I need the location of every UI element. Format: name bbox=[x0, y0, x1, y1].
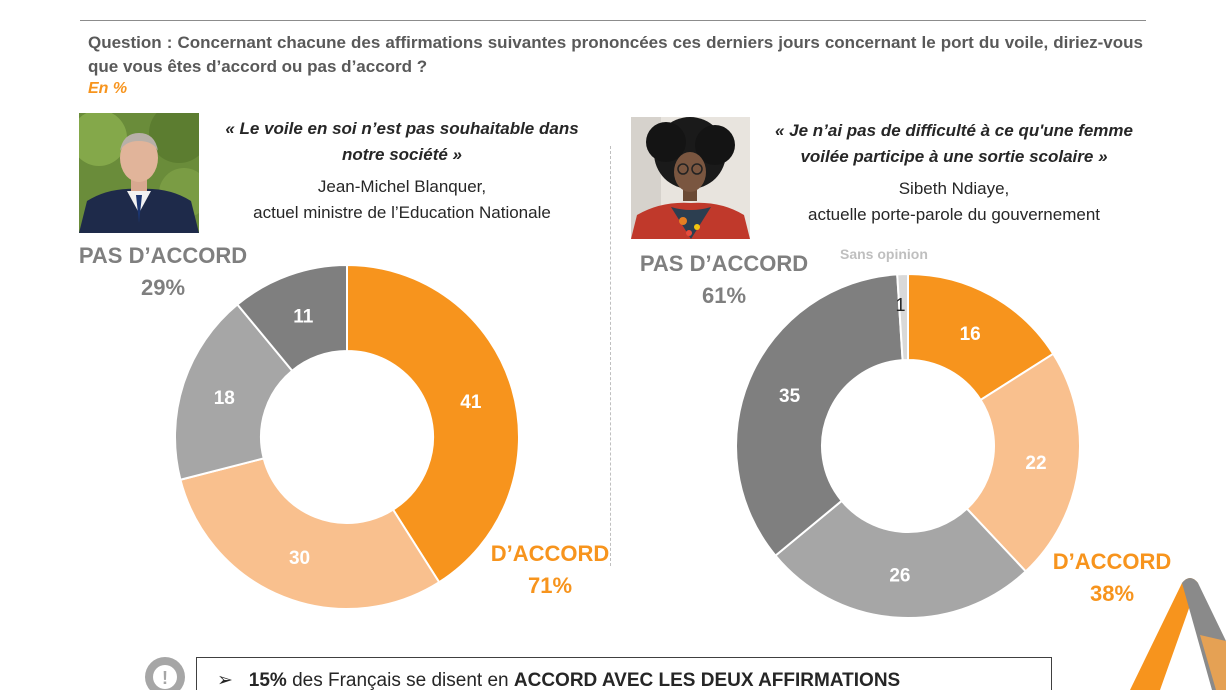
notice-bold: ACCORD AVEC LES DEUX AFFIRMATIONS bbox=[513, 670, 901, 690]
right-donut-slice-2 bbox=[774, 499, 1028, 619]
notice-box: ➢ 15% des Français se disent en ACCORD A… bbox=[196, 657, 1052, 690]
notice-pct: 15% bbox=[248, 670, 287, 690]
right-donut-slice-4 bbox=[896, 272, 909, 362]
left-donut-slice-0 bbox=[346, 263, 520, 584]
left-agree-pct: 71% bbox=[527, 573, 573, 598]
left-agree-text: D’ACCORD bbox=[490, 541, 610, 566]
left-donut-label-2: 18 bbox=[214, 388, 235, 409]
no-opinion-label: Sans opinion bbox=[840, 246, 928, 262]
left-donut-slice-2 bbox=[174, 303, 294, 481]
right-agree-pct: 38% bbox=[1089, 581, 1135, 606]
left-donut-label-0: 41 bbox=[460, 392, 482, 413]
author-right-role: actuelle porte-parole du gouvernement bbox=[807, 205, 1101, 224]
left-agree-label: D’ACCORD 71% bbox=[480, 538, 620, 602]
quote-right-line1: « Je n’ai pas de difficulté à ce qu'une … bbox=[774, 121, 1133, 140]
right-agree-text: D’ACCORD bbox=[1052, 549, 1172, 574]
right-disagree-pct: 61% bbox=[701, 283, 747, 308]
author-right-name: Sibeth Ndiaye, bbox=[898, 179, 1010, 198]
right-donut-slice-1 bbox=[965, 352, 1081, 573]
author-left-role: actuel ministre de l’Education Nationale bbox=[253, 203, 551, 222]
question-text: Question : Concernant chacune des affirm… bbox=[88, 33, 1143, 76]
left-disagree-label: PAS D’ACCORD 29% bbox=[70, 240, 256, 304]
right-donut-label-0: 16 bbox=[960, 324, 981, 345]
right-donut-label-1: 22 bbox=[1025, 453, 1046, 474]
left-disagree-text: PAS D’ACCORD bbox=[78, 243, 248, 268]
left-donut-slice-3 bbox=[235, 263, 348, 373]
notice-text: ➢ 15% des Français se disent en ACCORD A… bbox=[217, 670, 901, 690]
left-donut-label-1: 30 bbox=[289, 548, 310, 569]
author-left-name: Jean-Michel Blanquer, bbox=[317, 177, 487, 196]
portrait-photo-left bbox=[79, 113, 199, 233]
left-donut-slice-1 bbox=[179, 457, 441, 610]
right-donut-label-4: 1 bbox=[896, 295, 906, 315]
right-donut-label-3: 35 bbox=[779, 386, 801, 407]
quote-right-line2: voilée participe à une sortie scolaire » bbox=[800, 147, 1108, 166]
top-rule bbox=[80, 20, 1146, 21]
left-donut-label-3: 11 bbox=[293, 307, 314, 328]
column-divider bbox=[610, 146, 611, 566]
quote-left-line2: notre société » bbox=[342, 145, 462, 164]
right-donut-label-2: 26 bbox=[889, 566, 910, 587]
right-disagree-label: PAS D’ACCORD 61% bbox=[631, 248, 817, 312]
right-disagree-text: PAS D’ACCORD bbox=[639, 251, 809, 276]
left-disagree-pct: 29% bbox=[140, 275, 186, 300]
portrait-photo-right bbox=[631, 117, 750, 239]
brand-logo-icon bbox=[1130, 578, 1226, 690]
info-bulb-icon: ! bbox=[145, 657, 185, 690]
notice-mid: des Français se disent en bbox=[286, 670, 514, 690]
unit-label: En % bbox=[88, 80, 128, 97]
right-agree-label: D’ACCORD 38% bbox=[1042, 546, 1182, 610]
right-donut-slice-3 bbox=[735, 273, 904, 558]
quote-left-line1: « Le voile en soi n’est pas souhaitable … bbox=[225, 119, 579, 138]
